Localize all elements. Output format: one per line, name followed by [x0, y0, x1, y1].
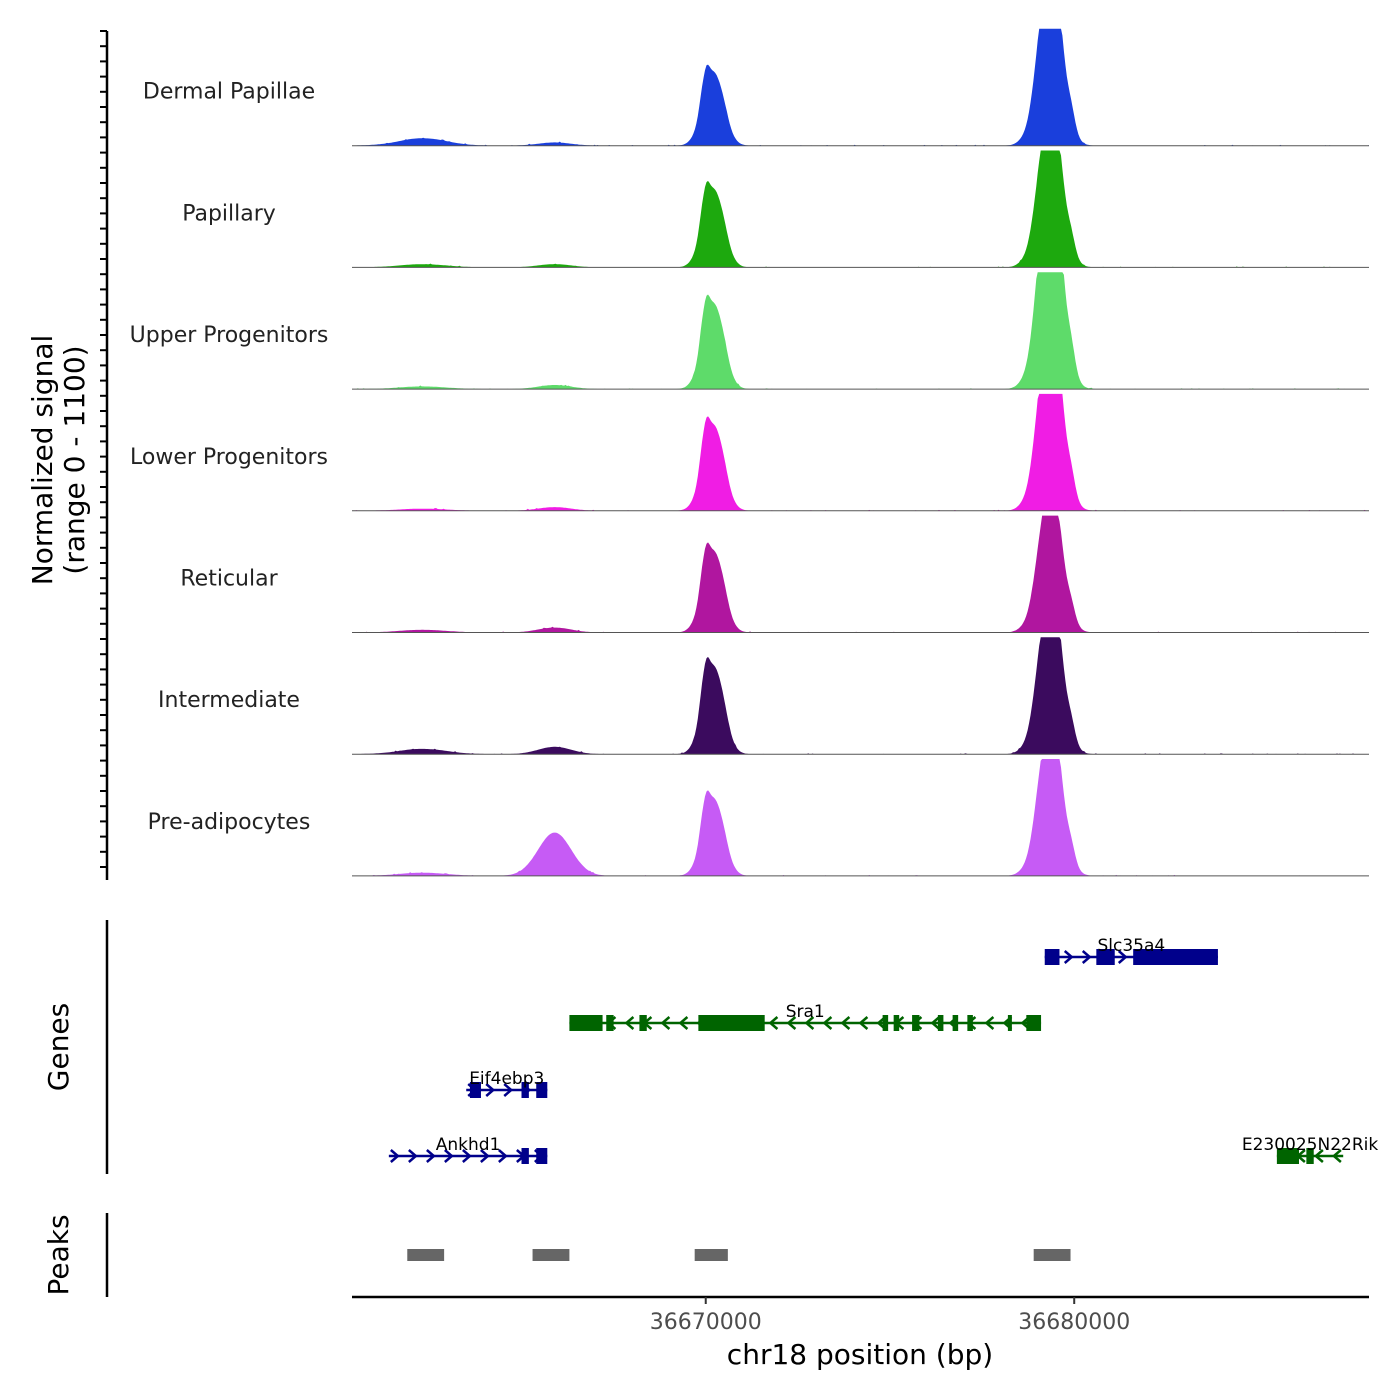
coverage-area [352, 637, 1369, 755]
coverage-area [352, 759, 1369, 876]
coverage-track-2: Papillary [182, 150, 1369, 268]
exon [1026, 1015, 1042, 1031]
gene-label: Eif4ebp3 [469, 1069, 544, 1089]
exon [882, 1015, 889, 1031]
peaks-panel-title: Peaks [42, 1214, 75, 1295]
strand-arrow [485, 1083, 496, 1097]
gene-3: Eif4ebp3 [466, 1069, 548, 1098]
strand-arrow [426, 1149, 436, 1163]
coverage-track-3: Upper Progenitors [130, 272, 1369, 390]
exon [536, 1148, 548, 1164]
coverage-area [352, 28, 1369, 146]
strand-arrow [660, 1016, 671, 1030]
coverage-track-label: Papillary [182, 201, 276, 226]
strand-arrow [498, 1149, 508, 1163]
coverage-tracks: Dermal Papillae Papillary Upper Progenitor… [130, 28, 1369, 877]
exon [639, 1015, 647, 1031]
strand-arrow [804, 1016, 815, 1030]
gene-annotation-track: Slc35a4 Sra1 Eif4ebp3 Ankhd1 E230025N22Rik [388, 936, 1379, 1164]
coverage-track-label: Pre-adipocytes [148, 810, 311, 835]
gene-4: Ankhd1 [388, 1135, 548, 1164]
strand-arrow [462, 1149, 472, 1163]
coverage-track-5: Reticular [180, 515, 1369, 633]
y-axis-title-line2: (range 0 - 1100) [58, 345, 91, 574]
strand-arrow [444, 1149, 454, 1163]
strand-arrow [768, 1016, 779, 1030]
coverage-track-label: Upper Progenitors [130, 323, 329, 348]
strand-arrow [822, 1016, 833, 1030]
x-tick-label: 36670000 [650, 1310, 762, 1335]
exon [536, 1082, 548, 1098]
exon [952, 1015, 959, 1031]
strand-arrow [1117, 950, 1128, 964]
peak-3 [694, 1249, 728, 1261]
strand-arrow [1331, 1149, 1342, 1163]
coverage-track-label: Dermal Papillae [143, 80, 315, 105]
strand-arrow [1063, 950, 1074, 964]
peak-4 [1033, 1249, 1071, 1261]
gene-label: Sra1 [786, 1002, 825, 1022]
x-axis-title: chr18 position (bp) [727, 1338, 993, 1371]
exon [1276, 1148, 1299, 1164]
gene-label: Slc35a4 [1097, 936, 1165, 956]
coverage-area [352, 272, 1369, 390]
peak-2 [532, 1249, 570, 1261]
exon [1096, 949, 1115, 965]
exon [1044, 949, 1060, 965]
coverage-area [352, 515, 1369, 633]
coverage-area [352, 150, 1369, 268]
gene-label: E230025N22Rik [1242, 1135, 1379, 1155]
coverage-track-7: Pre-adipocytes [148, 759, 1369, 877]
exon [521, 1148, 529, 1164]
gene-label: Ankhd1 [436, 1135, 501, 1155]
coverage-track-4: Lower Progenitors [130, 393, 1369, 512]
coverage-track-1: Dermal Papillae [143, 28, 1369, 147]
gene-5: E230025N22Rik [1242, 1135, 1379, 1164]
exon [698, 1015, 765, 1031]
strand-arrow [984, 1016, 995, 1030]
gene-1: Slc35a4 [1044, 936, 1218, 965]
coverage-track-label: Lower Progenitors [130, 445, 328, 470]
exon [569, 1015, 603, 1031]
peak-1 [407, 1249, 445, 1261]
coverage-area [352, 393, 1369, 511]
gene-2: Sra1 [569, 1002, 1042, 1031]
y-axis-title-line1: Normalized signal [26, 335, 59, 586]
strand-arrow [858, 1016, 869, 1030]
axes: 36670000 36680000 [100, 30, 1369, 1335]
exon [1306, 1148, 1314, 1164]
strand-arrow [624, 1016, 635, 1030]
genes-panel-title: Genes [42, 1003, 75, 1091]
x-tick-label: 36680000 [1018, 1310, 1130, 1335]
peak-track [407, 1249, 1071, 1261]
exon [469, 1082, 481, 1098]
exon [1133, 949, 1218, 965]
coverage-track-label: Intermediate [158, 688, 300, 713]
strand-arrow [678, 1016, 689, 1030]
exon [937, 1015, 944, 1031]
coverage-track-6: Intermediate [158, 637, 1369, 755]
strand-arrow [390, 1149, 400, 1163]
strand-arrow [1313, 1149, 1324, 1163]
exon [1007, 1015, 1012, 1031]
strand-arrow [480, 1149, 490, 1163]
strand-arrow [786, 1016, 797, 1030]
strand-arrow [840, 1016, 851, 1030]
exon [893, 1015, 900, 1031]
exon [967, 1015, 973, 1031]
exon [606, 1015, 614, 1031]
strand-arrow [503, 1083, 514, 1097]
coverage-track-label: Reticular [180, 567, 278, 592]
strand-arrow [930, 1016, 941, 1030]
strand-arrow [408, 1149, 418, 1163]
exon [912, 1015, 920, 1031]
exon [521, 1082, 529, 1098]
strand-arrow [1081, 950, 1092, 964]
